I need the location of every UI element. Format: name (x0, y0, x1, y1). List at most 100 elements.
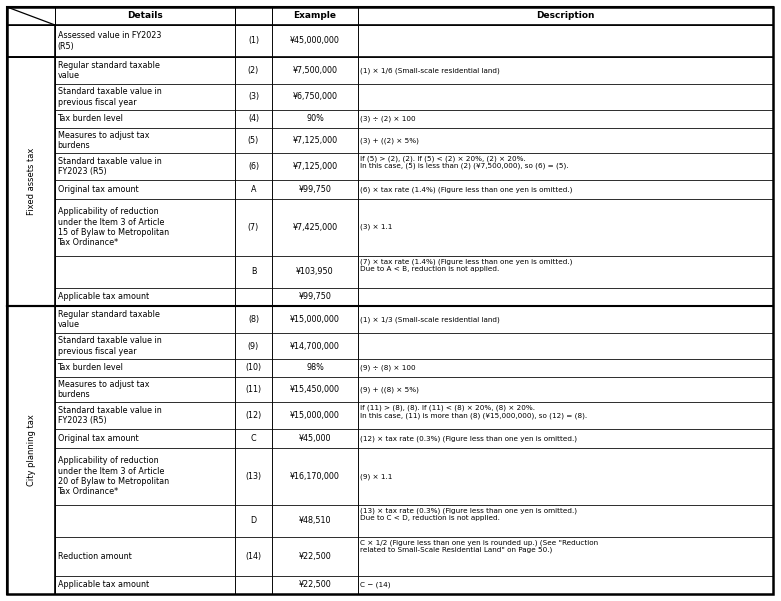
Bar (272, 84, 358, 109)
Text: (9) × 1.1: (9) × 1.1 (361, 473, 393, 480)
Text: ¥7,425,000: ¥7,425,000 (292, 223, 337, 232)
Text: Fixed assets tax: Fixed assets tax (27, 148, 35, 215)
Text: (3): (3) (248, 93, 259, 102)
Bar (358, 576, 773, 594)
Bar (235, 377, 272, 402)
Bar (55, 7, 235, 25)
Bar (272, 505, 358, 537)
Bar (272, 128, 358, 153)
Bar (7, 306, 55, 594)
Bar (235, 199, 272, 256)
Bar (358, 402, 773, 430)
Text: Original tax amount: Original tax amount (58, 185, 138, 194)
Text: Standard taxable value in
previous fiscal year: Standard taxable value in previous fisca… (58, 87, 161, 107)
Bar (272, 430, 358, 448)
Bar (55, 288, 235, 306)
Text: (1) × 1/6 (Small-scale residential land): (1) × 1/6 (Small-scale residential land) (361, 67, 501, 74)
Bar (358, 84, 773, 109)
Bar (358, 430, 773, 448)
Bar (358, 109, 773, 128)
Bar (55, 402, 235, 430)
Text: Standard taxable value in
previous fiscal year: Standard taxable value in previous fisca… (58, 337, 161, 356)
Text: B: B (251, 267, 256, 276)
Bar (272, 402, 358, 430)
Bar (272, 448, 358, 505)
Text: ¥14,700,000: ¥14,700,000 (290, 341, 340, 350)
Text: Tax burden level: Tax burden level (58, 114, 123, 123)
Bar (358, 306, 773, 334)
Bar (55, 377, 235, 402)
Bar (235, 537, 272, 576)
Text: (14): (14) (245, 552, 262, 561)
Bar (358, 25, 773, 57)
Bar (55, 256, 235, 288)
Text: ¥6,750,000: ¥6,750,000 (293, 93, 337, 102)
Bar (55, 199, 235, 256)
Bar (235, 288, 272, 306)
Bar (235, 84, 272, 109)
Text: ¥15,000,000: ¥15,000,000 (290, 316, 340, 325)
Text: 98%: 98% (306, 363, 324, 372)
Bar (358, 288, 773, 306)
Bar (272, 199, 358, 256)
Bar (55, 306, 235, 334)
Text: (5): (5) (248, 136, 259, 145)
Text: Applicability of reduction
under the Item 3 of Article
15 of Bylaw to Metropolit: Applicability of reduction under the Ite… (58, 207, 169, 248)
Text: City planning tax: City planning tax (27, 414, 35, 486)
Text: ¥7,500,000: ¥7,500,000 (293, 66, 337, 75)
Text: (11): (11) (245, 385, 262, 394)
Bar (55, 448, 235, 505)
Bar (272, 153, 358, 180)
Bar (272, 359, 358, 377)
Text: ¥103,950: ¥103,950 (296, 267, 333, 276)
Text: Measures to adjust tax
burdens: Measures to adjust tax burdens (58, 130, 149, 150)
Bar (358, 7, 773, 25)
Text: Details: Details (127, 11, 163, 20)
Text: Regular standard taxable
value: Regular standard taxable value (58, 310, 159, 329)
Text: (3) + ((2) × 5%): (3) + ((2) × 5%) (361, 137, 419, 144)
Text: A: A (251, 185, 256, 194)
Text: Measures to adjust tax
burdens: Measures to adjust tax burdens (58, 380, 149, 399)
Text: If (5) > (2), (2). If (5) < (2) × 20%, (2) × 20%.
In this case, (5) is less than: If (5) > (2), (2). If (5) < (2) × 20%, (… (361, 156, 569, 169)
Text: If (11) > (8), (8). If (11) < (8) × 20%, (8) × 20%.
In this case, (11) is more t: If (11) > (8), (8). If (11) < (8) × 20%,… (361, 404, 587, 418)
Bar (55, 128, 235, 153)
Bar (235, 505, 272, 537)
Text: Applicability of reduction
under the Item 3 of Article
20 of Bylaw to Metropolit: Applicability of reduction under the Ite… (58, 456, 169, 496)
Text: (7) × tax rate (1.4%) (Figure less than one yen is omitted.)
Due to A < B, reduc: (7) × tax rate (1.4%) (Figure less than … (361, 258, 573, 272)
Bar (235, 359, 272, 377)
Bar (235, 109, 272, 128)
Text: (9) ÷ (8) × 100: (9) ÷ (8) × 100 (361, 365, 416, 371)
Bar (235, 128, 272, 153)
Text: Applicable tax amount: Applicable tax amount (58, 293, 148, 302)
Bar (272, 109, 358, 128)
Bar (55, 334, 235, 359)
Text: ¥7,125,000: ¥7,125,000 (292, 162, 337, 171)
Bar (235, 448, 272, 505)
Bar (272, 25, 358, 57)
Text: Example: Example (294, 11, 337, 20)
Bar (55, 153, 235, 180)
Text: ¥15,000,000: ¥15,000,000 (290, 411, 340, 420)
Text: (3) ÷ (2) × 100: (3) ÷ (2) × 100 (361, 115, 416, 122)
Bar (235, 402, 272, 430)
Text: (12) × tax rate (0.3%) (Figure less than one yen is omitted.): (12) × tax rate (0.3%) (Figure less than… (361, 435, 577, 442)
Bar (272, 288, 358, 306)
Bar (358, 377, 773, 402)
Text: (2): (2) (248, 66, 259, 75)
Bar (235, 306, 272, 334)
Text: ¥16,170,000: ¥16,170,000 (290, 472, 340, 481)
Bar (55, 576, 235, 594)
Bar (358, 359, 773, 377)
Text: ¥22,500: ¥22,500 (298, 581, 331, 590)
Text: Description: Description (537, 11, 595, 20)
Bar (272, 377, 358, 402)
Text: (8): (8) (248, 316, 259, 325)
Bar (358, 448, 773, 505)
Text: ¥48,510: ¥48,510 (299, 516, 331, 525)
Text: Reduction amount: Reduction amount (58, 552, 131, 561)
Bar (272, 57, 358, 84)
Text: Applicable tax amount: Applicable tax amount (58, 581, 148, 590)
Text: Tax burden level: Tax burden level (58, 363, 123, 372)
Text: (3) × 1.1: (3) × 1.1 (361, 224, 393, 231)
Bar (55, 25, 235, 57)
